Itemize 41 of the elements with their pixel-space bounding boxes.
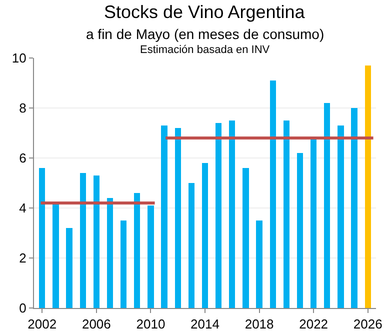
y-tick-label: 6	[19, 150, 26, 166]
x-tick-label: 2018	[244, 316, 274, 332]
bar	[216, 123, 222, 308]
y-tick-label: 0	[19, 300, 26, 316]
bar	[66, 228, 72, 308]
x-tick-label: 2010	[136, 316, 166, 332]
bar	[229, 120, 236, 308]
bar	[134, 193, 140, 308]
x-tick-label: 2026	[353, 316, 382, 332]
y-tick-label: 8	[19, 100, 26, 116]
bar	[188, 183, 194, 308]
bar	[242, 168, 249, 308]
bar	[324, 103, 330, 308]
bar	[351, 108, 358, 308]
bar	[283, 120, 290, 308]
chart-title: Stocks de Vino Argentina	[104, 2, 306, 22]
bar	[296, 153, 304, 308]
x-tick-label: 2022	[299, 316, 328, 332]
bar	[256, 220, 262, 308]
bar	[80, 173, 86, 308]
bar	[338, 126, 344, 308]
bar	[270, 80, 276, 308]
x-tick-label: 2006	[82, 316, 111, 332]
text: Estimación basada en INV	[140, 44, 270, 56]
bar	[364, 66, 371, 308]
bar	[93, 176, 100, 308]
y-tick-label: 10	[12, 50, 26, 66]
x-tick-label: 2014	[190, 316, 220, 332]
bar	[52, 203, 59, 308]
bar	[161, 126, 168, 308]
y-tick-label: 2	[19, 250, 26, 266]
bar	[106, 198, 114, 308]
chart-subtitle: a fin de Mayo (en meses de consumo)	[86, 26, 324, 42]
bar	[174, 128, 181, 308]
x-tick-label: 2002	[28, 316, 57, 332]
bar	[202, 163, 208, 308]
bar	[39, 168, 46, 308]
bar	[120, 220, 127, 308]
bar	[310, 138, 317, 308]
bar	[148, 206, 154, 308]
y-tick-label: 4	[19, 200, 26, 216]
